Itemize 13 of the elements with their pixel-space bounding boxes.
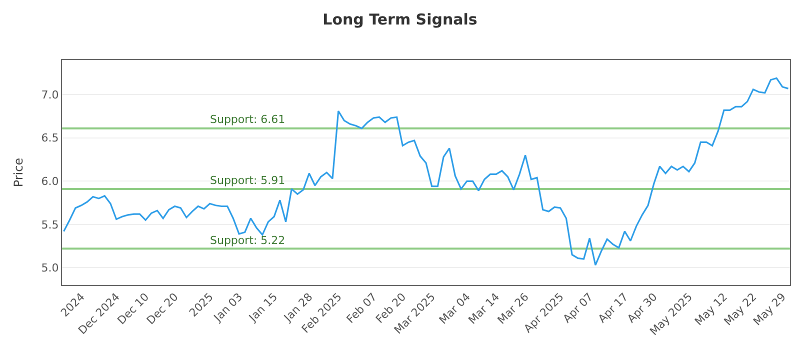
x-tick-label: Jan 03 <box>210 290 246 325</box>
y-tick-label: 7.0 <box>41 88 59 102</box>
y-axis-title: Price <box>12 158 26 188</box>
x-tick-label: Jan 15 <box>246 290 280 325</box>
y-tick-label: 6.0 <box>41 175 59 188</box>
line-series <box>62 77 790 266</box>
chart-title: Long Term Signals <box>322 10 478 28</box>
ref-line-label: Support: 5.91 <box>210 174 286 187</box>
ref-line-label: Support: 5.22 <box>210 234 286 247</box>
y-tick-label: 6.5 <box>41 132 59 145</box>
y-tick-label: 5.0 <box>41 262 59 275</box>
ref-line-label: Support: 6.61 <box>210 113 286 126</box>
y-tick-label: 5.5 <box>41 218 59 232</box>
